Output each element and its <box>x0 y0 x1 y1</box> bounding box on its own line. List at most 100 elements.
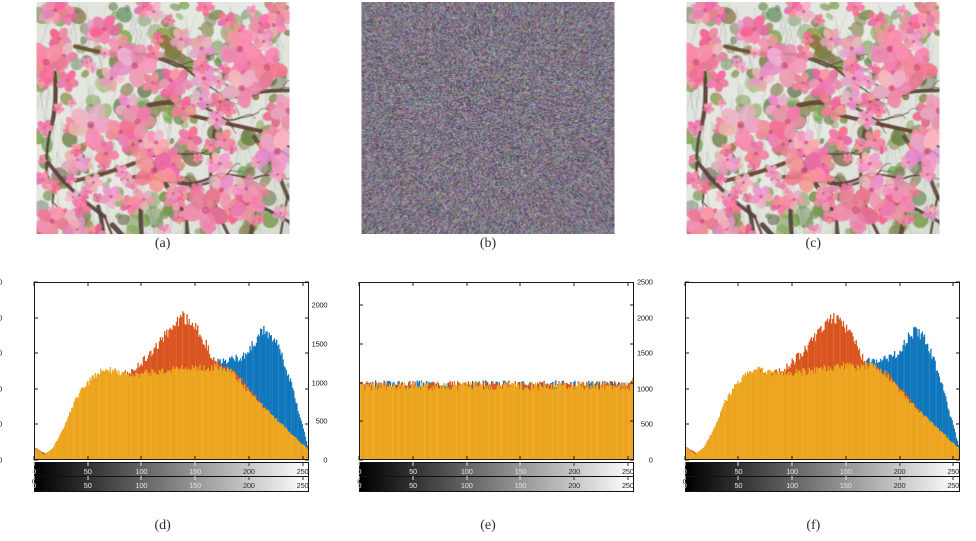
panel-d: 0500100015002000250005010015020025005010… <box>0 268 325 541</box>
histogram-plot-e <box>360 283 634 459</box>
x-tick-mark <box>412 282 414 286</box>
random-color-noise-image <box>361 2 615 234</box>
x-tick-mark <box>87 456 89 460</box>
y-tick-label: 2500 <box>637 277 653 287</box>
colorbar-tick-mark <box>248 476 250 480</box>
colorbar-tick-label: 150 <box>839 480 852 490</box>
colorbar-tick-mark <box>627 476 629 480</box>
colorbar-tick-mark <box>952 462 954 466</box>
colorbar-tick-mark <box>466 476 468 480</box>
colorbar-tick-mark <box>627 462 629 466</box>
y-tick-mark <box>34 459 38 461</box>
x-tick-mark <box>684 456 686 460</box>
colorbar-tick-mark <box>358 476 360 480</box>
y-tick-mark <box>305 281 309 283</box>
colorbar-tick-mark <box>412 476 414 480</box>
y-tick-mark <box>34 423 38 425</box>
colorbar-tick-label: 150 <box>189 466 201 476</box>
y-tick-mark <box>955 281 960 283</box>
original-blossom-photo <box>36 2 290 234</box>
histogram-axes-d: 0500100015002000250005010015020025005010… <box>0 278 309 492</box>
y-tick-mark <box>34 281 38 283</box>
colorbar-tick-label: 50 <box>734 466 743 476</box>
x-tick-mark <box>952 456 954 460</box>
y-tick-mark <box>359 420 364 422</box>
y-tick-mark <box>359 343 364 345</box>
reconstructed-blossom-photo <box>686 2 940 234</box>
histogram-plot-f <box>685 283 959 459</box>
colorbar-tick-label: 0 <box>32 480 36 490</box>
y-tick-mark <box>630 304 635 306</box>
colorbar-tick-label: 150 <box>839 466 852 476</box>
x-tick-mark <box>737 456 739 460</box>
y-tick-mark <box>630 382 635 384</box>
grayscale-colorbar-2 <box>359 476 635 492</box>
x-tick-mark <box>33 282 35 286</box>
colorbar-tick-mark <box>302 462 304 466</box>
x-tick-mark <box>573 456 575 460</box>
colorbar-tick-mark <box>302 476 304 480</box>
y-tick-label: 1000 <box>311 378 328 388</box>
colorbar-tick-mark <box>194 476 196 480</box>
colorbar-tick-mark <box>33 476 35 480</box>
colorbar-tick-label: 100 <box>460 466 473 476</box>
histogram-row: 0500100015002000250005010015020025005010… <box>0 268 976 541</box>
y-tick-label: 500 <box>640 419 653 429</box>
colorbar-tick-mark <box>87 462 89 466</box>
y-tick-label: 1500 <box>0 349 2 358</box>
colorbar-tick-label: 0 <box>682 466 687 476</box>
y-tick-mark <box>359 304 364 306</box>
y-tick-mark <box>34 352 38 354</box>
colorbar-tick-mark <box>140 476 142 480</box>
colorbar-tick-mark <box>573 476 575 480</box>
colorbar-tick-mark <box>140 462 142 466</box>
x-tick-mark <box>845 282 847 286</box>
y-tick-mark <box>34 388 38 390</box>
x-tick-mark <box>302 456 304 460</box>
colorbar-tick-label: 50 <box>83 480 92 490</box>
colorbar-tick-mark <box>899 462 900 466</box>
colorbar-tick-label: 250 <box>622 466 634 476</box>
colorbar-tick-mark <box>466 462 468 466</box>
noise-canvas-b <box>361 2 615 234</box>
colorbar-tick-mark <box>33 462 35 466</box>
caption-f: (f) <box>806 518 821 533</box>
histogram-axes-f: 0 500 1000 1500 2000 2500 0 50 100 150 200 250 0 50 10… <box>637 278 960 492</box>
panel-b: (b) <box>325 0 650 268</box>
y-tick-label: 1500 <box>637 348 653 358</box>
x-tick-mark <box>140 282 142 286</box>
x-tick-mark <box>791 456 793 460</box>
y-tick-mark <box>955 459 960 461</box>
colorbar-tick-label: 250 <box>622 480 634 490</box>
y-tick-mark <box>305 352 309 354</box>
y-tick-label: 1500 <box>311 339 328 349</box>
x-tick-mark <box>737 282 739 286</box>
caption-d: (d) <box>154 518 171 533</box>
x-tick-mark <box>87 282 89 286</box>
x-tick-mark <box>248 282 250 286</box>
x-tick-mark <box>627 282 629 286</box>
colorbar-tick-label: 0 <box>357 480 362 490</box>
y-tick-label: 2000 <box>637 313 653 323</box>
y-tick-label: 0 <box>0 456 2 465</box>
colorbar-tick-label: 100 <box>135 480 148 490</box>
x-tick-mark <box>358 282 360 286</box>
x-tick-mark <box>899 282 900 286</box>
x-tick-mark <box>684 282 686 286</box>
y-tick-mark <box>684 317 689 319</box>
y-tick-mark <box>684 281 689 283</box>
colorbar-tick-label: 200 <box>893 466 906 476</box>
y-tick-mark <box>684 423 689 425</box>
y-tick-label: 500 <box>0 420 2 429</box>
colorbar-tick-label: 50 <box>409 466 417 476</box>
colorbar-tick-mark <box>412 462 414 466</box>
colorbar-tick-label: 50 <box>83 466 92 476</box>
colorbar-tick-label: 100 <box>786 480 798 490</box>
colorbar-tick-label: 250 <box>296 466 309 476</box>
y-tick-mark <box>684 352 689 354</box>
colorbar-tick-mark <box>519 462 521 466</box>
panel-c: (c) <box>651 0 976 268</box>
y-tick-label: 1000 <box>0 384 2 393</box>
colorbar-tick-mark <box>684 462 686 466</box>
